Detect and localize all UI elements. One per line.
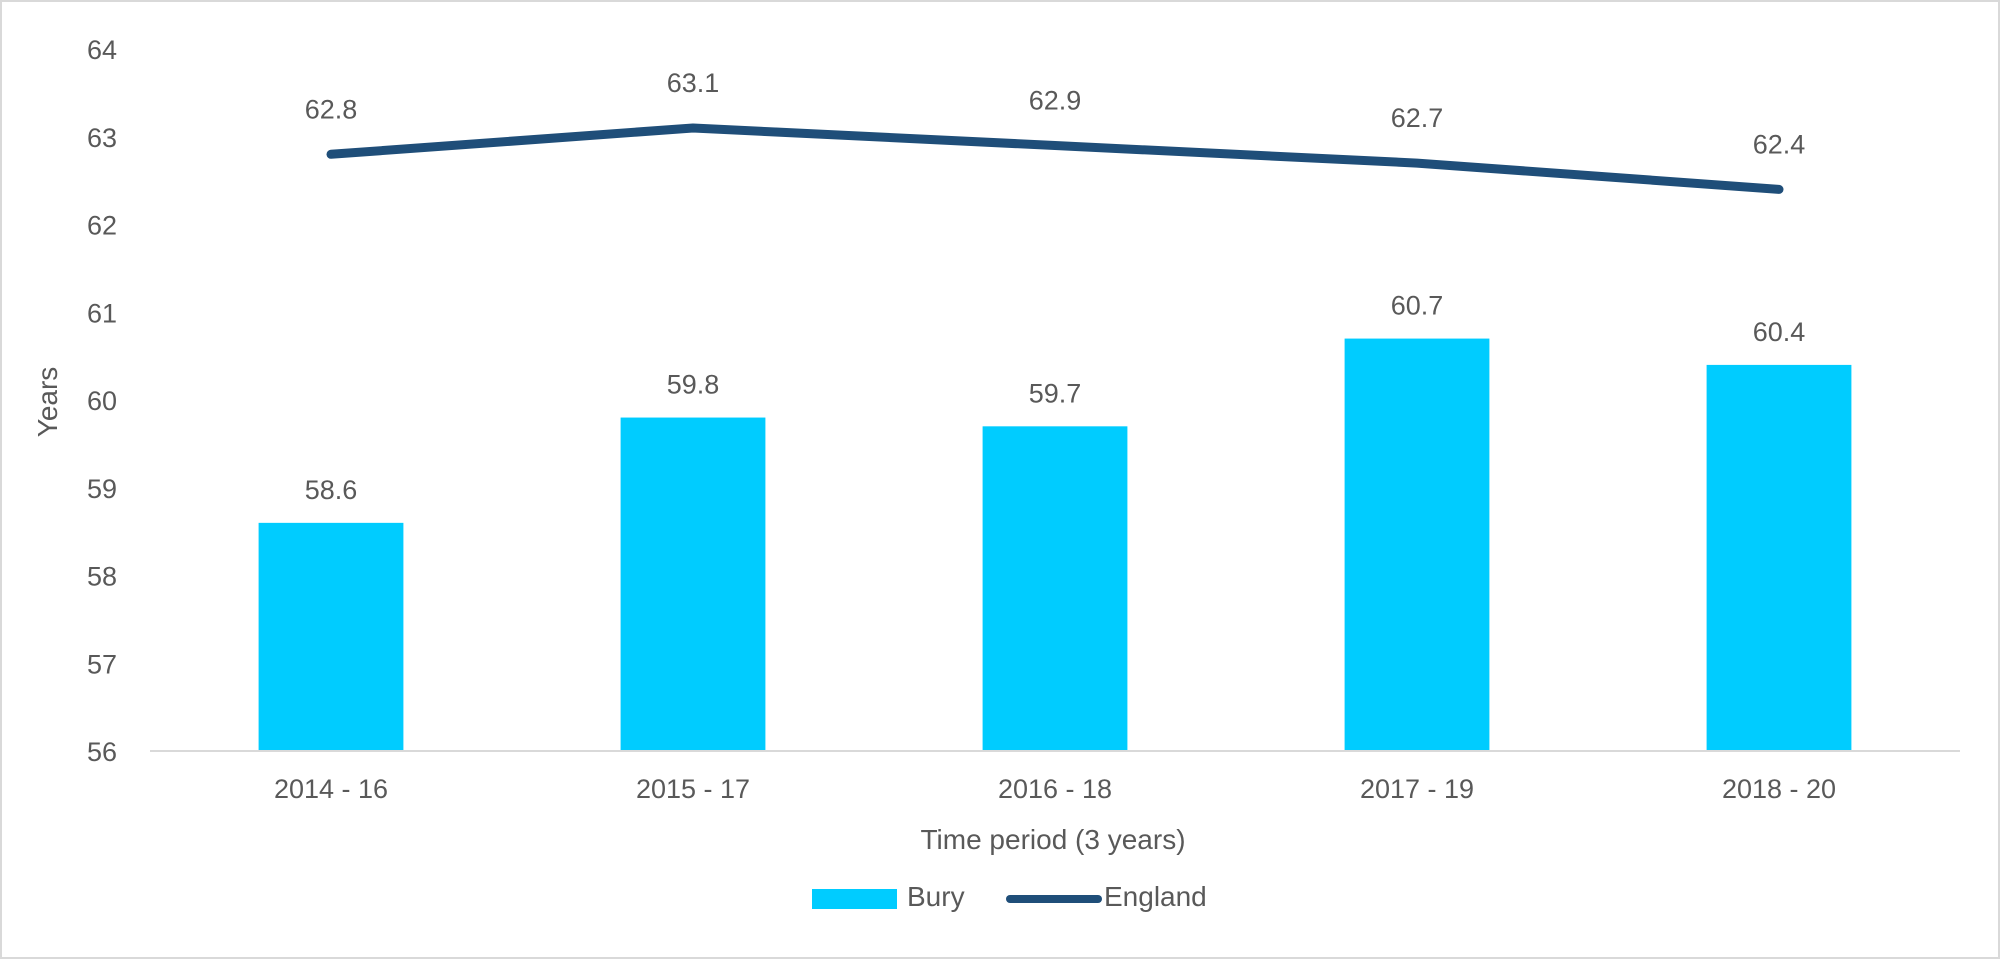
- x-tick-label: 2017 - 19: [1360, 774, 1474, 804]
- bury-bar: [1706, 364, 1852, 751]
- bury-bar: [982, 426, 1128, 751]
- bury-bar: [258, 522, 404, 751]
- england-data-label: 62.9: [1029, 86, 1082, 116]
- x-tick-label: 2018 - 20: [1722, 774, 1836, 804]
- x-axis-ticks: 2014 - 16 2015 - 17 2016 - 18 2017 - 19 2018…: [274, 774, 1836, 804]
- y-tick-label: 64: [87, 35, 117, 65]
- y-tick-label: 61: [87, 298, 117, 328]
- y-tick-label: 62: [87, 211, 117, 241]
- y-tick-label: 57: [87, 649, 117, 679]
- england-data-label: 62.8: [305, 94, 358, 124]
- bury-bar: [620, 417, 766, 751]
- bury-data-labels: 58.6 59.8 59.7 60.7 60.4: [305, 291, 1806, 505]
- y-tick-label: 56: [87, 737, 117, 767]
- x-tick-label: 2014 - 16: [274, 774, 388, 804]
- bury-bars: [258, 338, 1852, 751]
- legend-england-label: England: [1104, 881, 1207, 912]
- y-tick-label: 59: [87, 474, 117, 504]
- y-axis-ticks: 56 57 58 59 60 61 62 63 64: [87, 35, 117, 767]
- england-line: [326, 123, 1784, 194]
- legend: Bury England: [812, 881, 1207, 912]
- y-tick-label: 58: [87, 562, 117, 592]
- x-tick-label: 2015 - 17: [636, 774, 750, 804]
- bury-data-label: 60.7: [1391, 291, 1444, 321]
- y-tick-label: 63: [87, 123, 117, 153]
- england-data-label: 62.7: [1391, 103, 1444, 133]
- x-axis-title: Time period (3 years): [920, 824, 1185, 855]
- x-tick-label: 2016 - 18: [998, 774, 1112, 804]
- bury-data-label: 59.7: [1029, 378, 1082, 408]
- bury-data-label: 58.6: [305, 475, 358, 505]
- legend-bury-swatch: [812, 889, 897, 909]
- y-tick-label: 60: [87, 386, 117, 416]
- bury-bar: [1344, 338, 1490, 751]
- england-data-label: 63.1: [667, 68, 720, 98]
- y-axis-title: Years: [32, 367, 63, 438]
- bury-data-label: 59.8: [667, 370, 720, 400]
- england-data-label: 62.4: [1753, 129, 1806, 159]
- bury-data-label: 60.4: [1753, 317, 1806, 347]
- legend-bury-label: Bury: [907, 881, 965, 912]
- england-data-labels: 62.8 63.1 62.9 62.7 62.4: [305, 68, 1806, 159]
